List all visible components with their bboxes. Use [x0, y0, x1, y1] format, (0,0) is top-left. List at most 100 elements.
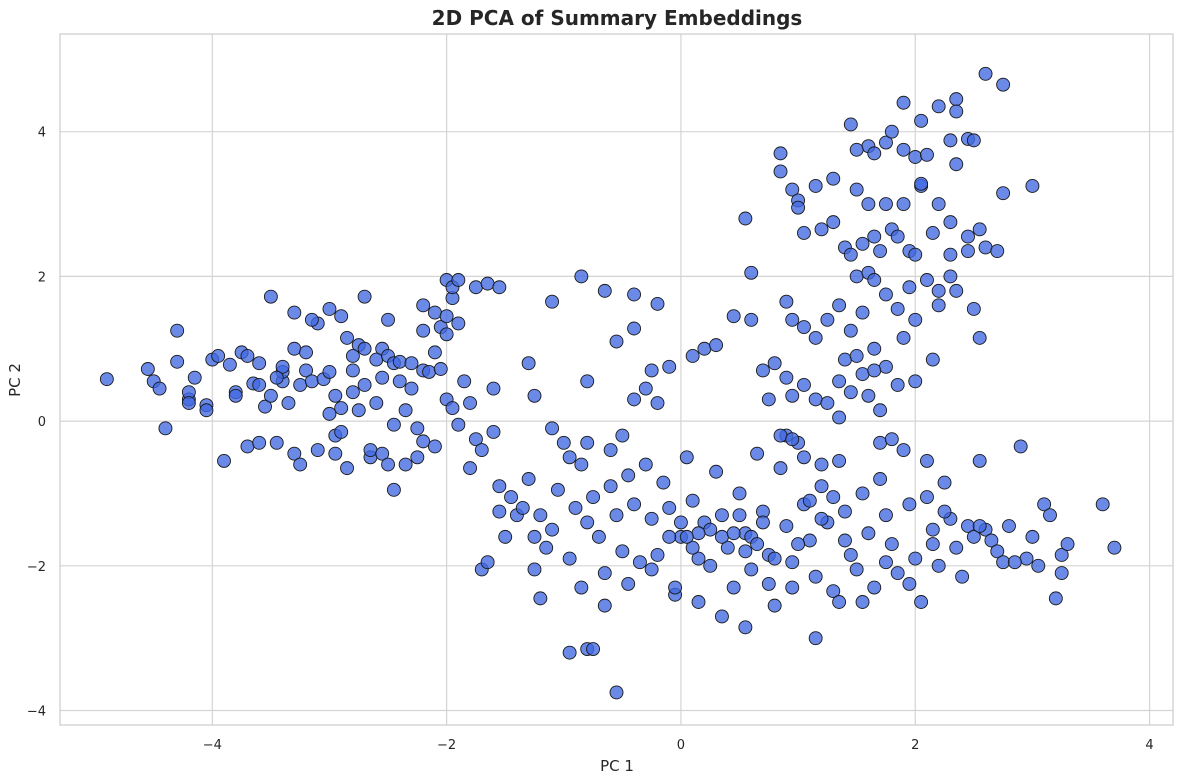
data-point	[410, 450, 425, 465]
data-point	[1025, 529, 1040, 544]
data-point	[814, 457, 829, 472]
data-point	[299, 363, 313, 378]
data-point	[726, 309, 741, 324]
data-point	[550, 482, 565, 497]
data-point	[586, 642, 601, 656]
x-axis-label: PC 1	[600, 757, 634, 775]
data-point	[328, 446, 343, 461]
data-point	[755, 363, 770, 378]
data-point	[404, 356, 419, 371]
data-point	[791, 200, 806, 215]
data-point	[222, 357, 237, 372]
data-point	[1037, 497, 1052, 512]
data-point	[240, 349, 255, 363]
data-point	[627, 287, 642, 302]
data-point	[685, 493, 700, 508]
data-point	[808, 569, 823, 584]
data-point	[890, 566, 905, 581]
data-point	[779, 370, 794, 385]
data-point	[357, 289, 372, 304]
data-point	[996, 186, 1011, 201]
data-point	[843, 247, 858, 262]
data-point	[463, 461, 478, 476]
data-point	[972, 453, 987, 468]
data-point	[773, 146, 788, 161]
data-point	[925, 226, 940, 240]
data-point	[269, 435, 284, 450]
data-point	[896, 197, 911, 211]
data-point	[990, 544, 1005, 559]
data-point	[381, 457, 395, 472]
data-point	[632, 555, 647, 570]
data-point	[814, 479, 829, 494]
data-point	[920, 273, 934, 287]
data-point	[369, 396, 384, 410]
data-point	[574, 269, 589, 284]
data-point	[691, 595, 706, 609]
x-tick-label: −4	[203, 738, 222, 753]
data-point	[580, 374, 595, 389]
y-tick-label: 4	[38, 126, 46, 141]
data-point	[826, 215, 841, 230]
data-point	[345, 349, 360, 363]
data-point	[451, 316, 466, 331]
x-tick-label: −2	[437, 738, 456, 753]
data-point	[949, 540, 964, 555]
x-tick-label: 4	[1145, 738, 1153, 753]
data-point	[838, 533, 852, 548]
data-point	[931, 197, 946, 211]
data-point	[908, 312, 923, 327]
x-tick-label: 0	[677, 738, 685, 753]
data-point	[304, 312, 319, 327]
data-point	[392, 374, 407, 389]
data-point	[773, 461, 788, 476]
data-point	[1019, 551, 1034, 566]
data-point	[785, 388, 800, 403]
data-point	[902, 497, 917, 512]
data-point	[908, 247, 923, 262]
data-point	[322, 406, 337, 421]
data-point	[539, 540, 554, 555]
data-point	[445, 401, 460, 416]
data-point	[826, 584, 841, 599]
data-point	[908, 551, 923, 566]
data-point	[937, 475, 952, 490]
data-point	[949, 157, 964, 172]
data-point	[650, 296, 665, 311]
data-point	[925, 522, 940, 537]
data-point	[709, 464, 724, 479]
data-point	[486, 425, 501, 439]
data-point	[955, 569, 970, 584]
data-point	[832, 298, 847, 313]
data-point	[463, 396, 478, 410]
data-point	[791, 537, 806, 552]
data-point	[972, 330, 987, 345]
data-point	[293, 377, 308, 392]
data-point	[427, 345, 442, 360]
data-point	[492, 280, 507, 295]
data-point	[252, 356, 267, 371]
data-point	[685, 349, 700, 363]
data-point	[627, 321, 642, 336]
data-point	[345, 385, 360, 400]
data-point	[638, 381, 653, 396]
data-point	[832, 410, 847, 425]
data-point	[562, 450, 577, 465]
data-point	[416, 434, 431, 449]
data-point	[879, 508, 893, 523]
data-point	[656, 475, 671, 490]
y-tick-label: 0	[38, 415, 46, 430]
data-point	[931, 298, 946, 313]
data-point	[480, 555, 495, 570]
data-point	[486, 381, 501, 396]
data-point	[832, 453, 847, 468]
data-point	[170, 354, 185, 369]
data-point	[258, 399, 272, 414]
data-point	[814, 511, 829, 526]
data-point	[914, 113, 929, 128]
data-point	[287, 305, 302, 320]
data-point	[867, 341, 882, 356]
data-point	[468, 432, 483, 447]
